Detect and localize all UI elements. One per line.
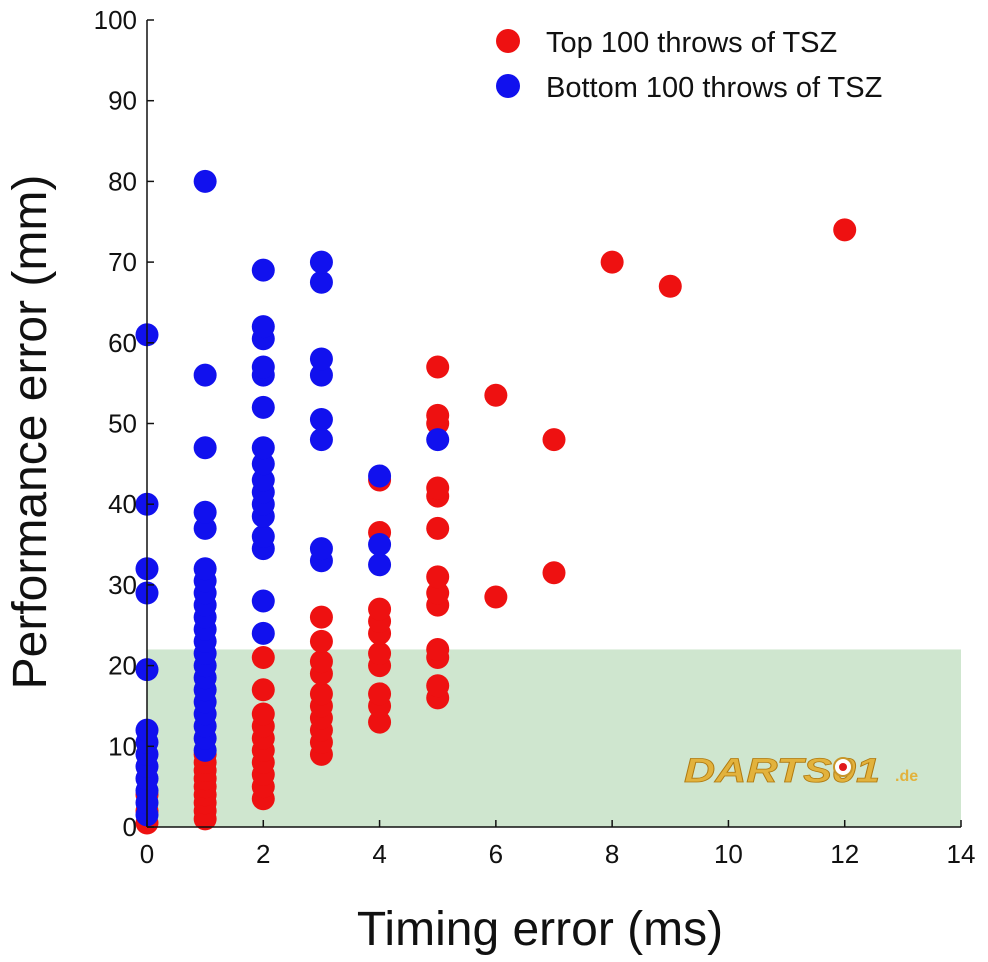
x-tick-label: 4	[372, 839, 386, 869]
top-throw-point	[309, 629, 333, 653]
y-tick-label: 80	[108, 166, 137, 196]
bottom-throw-point	[251, 589, 275, 613]
bottom-throw-point	[193, 436, 217, 460]
bottom-throw-point	[309, 407, 333, 431]
bottom-throw-point	[309, 250, 333, 274]
bottom-throw-point	[251, 395, 275, 419]
bottom-throw-point	[309, 363, 333, 387]
bottom-throw-point	[193, 363, 217, 387]
y-tick-label: 10	[108, 731, 137, 761]
watermark-suffix: .de	[895, 768, 918, 785]
top-throw-point	[484, 585, 508, 609]
y-tick-label: 70	[108, 247, 137, 277]
top-throw-point	[309, 605, 333, 629]
bottom-throw-point	[193, 169, 217, 193]
x-tick-label: 10	[714, 839, 743, 869]
bottom-throw-point	[309, 537, 333, 561]
x-tick-label: 2	[256, 839, 270, 869]
top-throw-point	[484, 383, 508, 407]
top-throw-point	[309, 650, 333, 674]
y-tick-label: 90	[108, 86, 137, 116]
top-throw-point	[426, 565, 450, 589]
legend-marker-top	[496, 29, 520, 53]
top-throw-point	[368, 710, 392, 734]
bottom-throw-point	[309, 428, 333, 452]
watermark-dot-icon	[839, 763, 847, 771]
top-throw-point	[426, 674, 450, 698]
top-throw-point	[426, 581, 450, 605]
bottom-throw-point	[426, 428, 450, 452]
legend-label-top: Top 100 throws of TSZ	[546, 27, 837, 59]
bottom-throw-point	[251, 315, 275, 339]
top-throw-point	[426, 403, 450, 427]
top-throw-point	[426, 476, 450, 500]
top-throw-point	[426, 516, 450, 540]
bottom-throw-point	[193, 500, 217, 524]
top-throw-point	[542, 428, 566, 452]
y-tick-label: 60	[108, 328, 137, 358]
y-tick-label: 40	[108, 489, 137, 519]
x-tick-label: 8	[605, 839, 619, 869]
top-throw-point	[542, 561, 566, 585]
y-tick-label: 50	[108, 409, 137, 439]
x-tick-label: 6	[489, 839, 503, 869]
bottom-throw-point	[368, 533, 392, 557]
legend-label-bottom: Bottom 100 throws of TSZ	[546, 72, 882, 104]
top-throw-point	[368, 682, 392, 706]
bottom-throw-point	[368, 553, 392, 577]
bottom-throw-point	[251, 621, 275, 645]
bottom-throw-point	[193, 516, 217, 540]
x-tick-label: 12	[830, 839, 859, 869]
bottom-throw-point	[251, 524, 275, 548]
bottom-throw-point	[309, 347, 333, 371]
bottom-throw-point	[251, 436, 275, 460]
bottom-throw-point	[309, 270, 333, 294]
y-tick-label: 20	[108, 651, 137, 681]
top-throw-point	[600, 250, 624, 274]
bottom-throw-point	[251, 452, 275, 476]
watermark-logo: DARTS01 .de	[684, 752, 919, 791]
top-throw-point	[833, 218, 857, 242]
top-throw-point	[309, 682, 333, 706]
top-throw-point	[658, 274, 682, 298]
top-throw-point	[251, 702, 275, 726]
top-throw-point	[251, 678, 275, 702]
x-axis-ticks: 0 2 4 6 8 10 12 14	[140, 820, 976, 869]
bottom-throw-point	[251, 355, 275, 379]
x-axis-title: Timing error (ms)	[357, 903, 723, 956]
top-throw-point	[426, 637, 450, 661]
top-throw-point	[426, 355, 450, 379]
y-tick-label: 30	[108, 570, 137, 600]
y-axis-title: Performance error (mm)	[4, 175, 57, 690]
bottom-throw-point	[193, 557, 217, 581]
y-tick-label: 100	[94, 5, 137, 35]
top-throw-point	[368, 597, 392, 621]
y-axis-ticks: 0 10 20 30 40 50 60 70 80 90 100	[94, 5, 154, 842]
bottom-throw-point	[368, 464, 392, 488]
y-tick-label: 0	[123, 812, 137, 842]
x-tick-label: 14	[947, 839, 976, 869]
shaded-region	[147, 649, 961, 827]
x-tick-label: 0	[140, 839, 154, 869]
top-throw-point	[251, 646, 275, 670]
bottom-throw-point	[251, 258, 275, 282]
legend: Top 100 throws of TSZ Bottom 100 throws …	[496, 27, 882, 104]
top-throw-point	[368, 641, 392, 665]
legend-marker-bottom	[496, 74, 520, 98]
bottom-throw-point	[251, 468, 275, 492]
